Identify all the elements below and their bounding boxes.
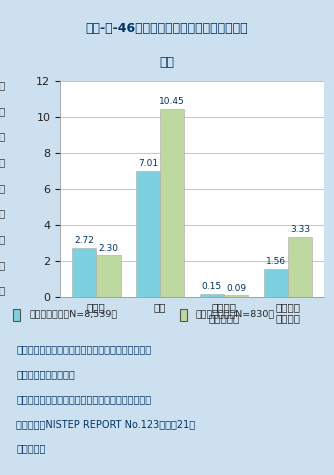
- Text: 注：海外本務経験とは海外で研究本務者として従事: 注：海外本務経験とは海外で研究本務者として従事: [16, 344, 152, 354]
- FancyBboxPatch shape: [13, 309, 20, 321]
- FancyBboxPatch shape: [180, 309, 187, 321]
- Text: 10.45: 10.45: [159, 97, 185, 106]
- Text: 最: 最: [0, 80, 5, 90]
- Text: 第１-２-46図／海外本務経験の有無と論文発: 第１-２-46図／海外本務経験の有無と論文発: [86, 22, 248, 35]
- Text: ３: ３: [0, 132, 5, 142]
- Bar: [288, 237, 312, 297]
- Text: 資料：科学技術政策研究所「科学技術人材に関する: 資料：科学技術政策研究所「科学技術人材に関する: [16, 394, 152, 404]
- Text: の: の: [0, 209, 5, 218]
- Text: 間: 間: [0, 183, 5, 193]
- Text: 2.30: 2.30: [99, 244, 119, 253]
- Text: 論: 論: [0, 234, 5, 244]
- Text: 1.56: 1.56: [266, 257, 286, 266]
- Bar: [224, 295, 248, 297]
- Text: 海外経験あり（N=830）: 海外経験あり（N=830）: [196, 310, 275, 319]
- Text: 0.09: 0.09: [226, 284, 246, 293]
- Text: ３月）: ３月）: [16, 444, 46, 454]
- Bar: [72, 248, 96, 297]
- Bar: [136, 171, 160, 297]
- Text: 2.72: 2.72: [74, 236, 94, 245]
- Bar: [264, 269, 288, 297]
- Text: 近: 近: [0, 106, 5, 116]
- Text: 3.33: 3.33: [290, 225, 310, 234]
- Text: 年: 年: [0, 157, 5, 167]
- Text: 海外経験なし（N=8,539）: 海外経験なし（N=8,539）: [29, 310, 117, 319]
- Bar: [200, 294, 224, 297]
- Text: 0.15: 0.15: [202, 283, 222, 292]
- Text: 7.01: 7.01: [138, 159, 158, 168]
- Text: 数: 数: [0, 285, 5, 295]
- Text: した経験を指す。: した経験を指す。: [16, 369, 75, 379]
- Text: 文: 文: [0, 260, 5, 270]
- Bar: [96, 256, 121, 297]
- Text: 調査」NISTEP REPORT No.123（平成21年: 調査」NISTEP REPORT No.123（平成21年: [16, 419, 195, 429]
- Bar: [160, 109, 184, 297]
- Text: 表数: 表数: [160, 57, 174, 69]
